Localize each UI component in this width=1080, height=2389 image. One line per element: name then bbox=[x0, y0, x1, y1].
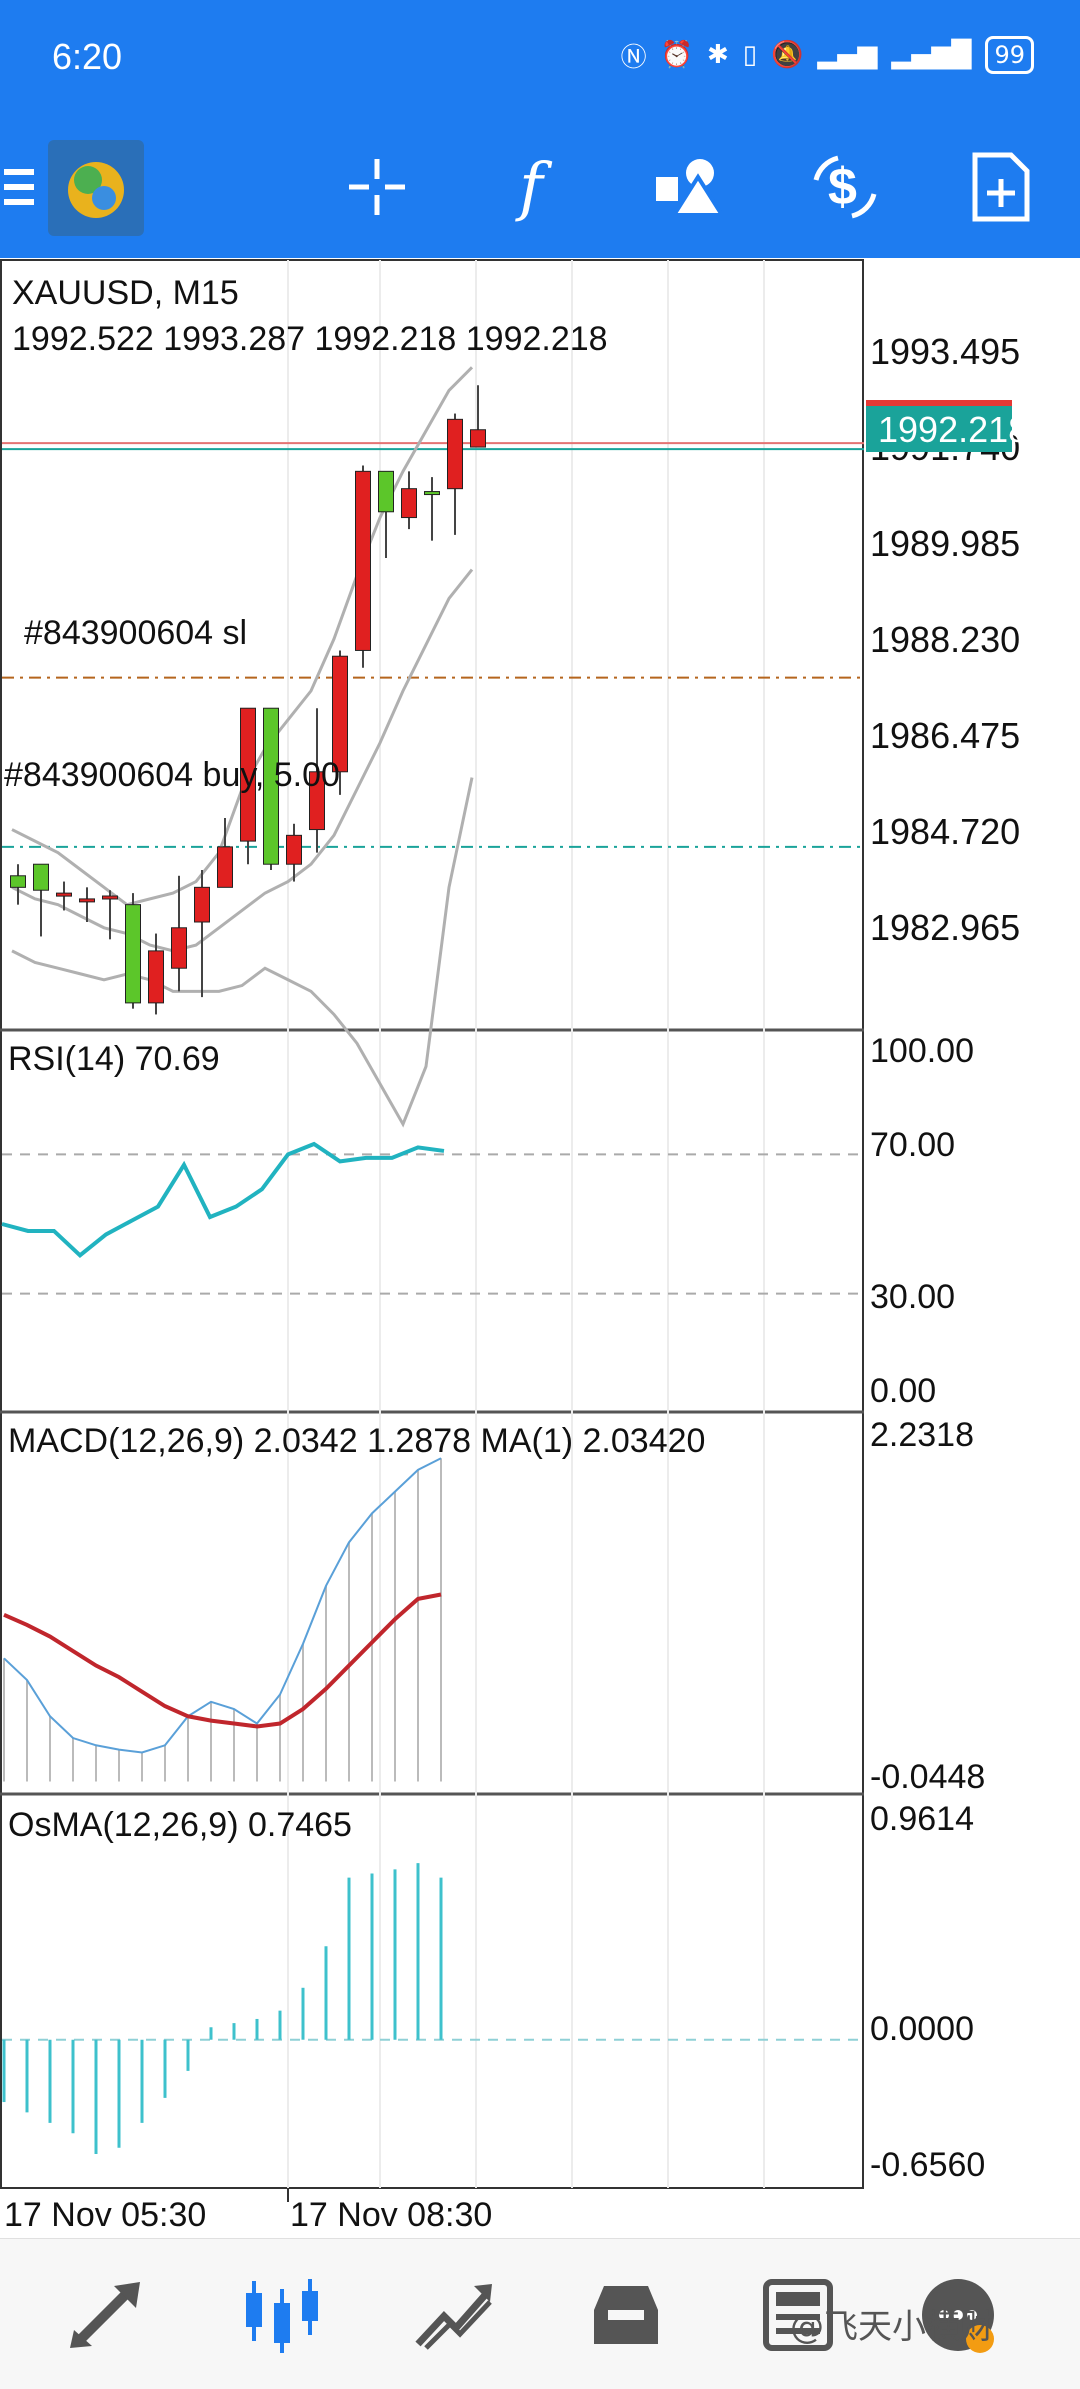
objects-icon[interactable] bbox=[644, 142, 734, 232]
candle-body bbox=[470, 429, 486, 448]
band-lower-line bbox=[11, 777, 474, 1128]
sl-label[interactable]: #843900604 sl bbox=[24, 614, 247, 652]
5g-signal-icon: ▂▄▆█ bbox=[891, 40, 972, 70]
candle-body bbox=[286, 834, 302, 865]
price-tick: 1984.720 bbox=[870, 811, 1020, 852]
osma-pane bbox=[2, 1863, 864, 2154]
alarm-icon: ⏰ bbox=[660, 40, 693, 70]
osma-tick: 0.0000 bbox=[870, 2010, 974, 2048]
osma-axis: 0.9614 0.0000 -0.6560 bbox=[870, 1800, 985, 2184]
osma-tick: -0.6560 bbox=[870, 2146, 985, 2184]
indicators-icon[interactable]: f bbox=[519, 150, 543, 224]
bluetooth-icon: ✱ bbox=[706, 40, 729, 70]
macd-signal-line bbox=[3, 1592, 442, 1729]
price-pane bbox=[2, 366, 864, 1128]
candle-body bbox=[332, 655, 348, 773]
quotes-icon[interactable] bbox=[62, 2267, 158, 2363]
chart-frame bbox=[0, 259, 864, 2189]
price-tick: 1989.985 bbox=[870, 523, 1020, 564]
candle-body bbox=[79, 898, 95, 903]
rsi-tick: 70.00 bbox=[870, 1126, 955, 1164]
svg-text:$: $ bbox=[828, 158, 857, 216]
macd-tick: -0.0448 bbox=[870, 1758, 985, 1796]
status-icons: Ⓝ ⏰ ✱ ▯ 🔕 ▂▄▆ ▂▄▆█ 99 bbox=[621, 36, 1034, 74]
app-logo bbox=[48, 140, 144, 236]
ohlc-header: 1992.522 1993.287 1992.218 1992.218 bbox=[12, 320, 608, 358]
candle-body bbox=[217, 846, 233, 888]
candle-body bbox=[309, 771, 325, 831]
candle-body bbox=[263, 707, 279, 865]
new-order-icon[interactable] bbox=[956, 142, 1046, 232]
candle-body bbox=[102, 895, 118, 900]
price-tick: 1988.230 bbox=[870, 619, 1020, 660]
rsi-tick: 100.00 bbox=[870, 1032, 974, 1070]
bottom-navigation: @飞天小横财 bbox=[0, 2238, 1080, 2389]
watermark-text: @飞天小横财 bbox=[790, 2307, 994, 2347]
candle-body bbox=[194, 886, 210, 923]
status-time: 6:20 bbox=[52, 36, 123, 77]
vibrate-icon: ▯ bbox=[742, 40, 758, 70]
osma-title: OsMA(12,26,9) 0.7465 bbox=[8, 1806, 352, 1844]
candle-body bbox=[33, 863, 49, 891]
time-label: 17 Nov 08:30 bbox=[290, 2196, 492, 2234]
grid-lines bbox=[287, 260, 765, 2188]
price-tick: 1993.495 bbox=[870, 331, 1020, 372]
candle-body bbox=[125, 904, 141, 1004]
battery-icon: 99 bbox=[985, 36, 1034, 74]
rsi-tick: 0.00 bbox=[870, 1372, 936, 1410]
candle-body bbox=[424, 491, 440, 496]
osma-tick: 0.9614 bbox=[870, 1800, 974, 1838]
candle-body bbox=[56, 892, 72, 897]
price-tick: 1986.475 bbox=[870, 715, 1020, 756]
price-tick: 1982.965 bbox=[870, 907, 1020, 948]
nfc-icon: Ⓝ bbox=[620, 42, 647, 73]
trade-nav-icon[interactable] bbox=[406, 2267, 502, 2363]
rsi-pane bbox=[1, 1141, 864, 1295]
macd-pane bbox=[3, 1457, 442, 1782]
mute-icon: 🔕 bbox=[771, 40, 804, 70]
status-bar: 6:20 Ⓝ ⏰ ✱ ▯ 🔕 ▂▄▆ ▂▄▆█ 99 bbox=[0, 0, 1080, 118]
chart-area[interactable]: XAUUSD, M15 1992.522 1993.287 1992.218 1… bbox=[0, 258, 1080, 2238]
rsi-axis: 100.00 70.00 30.00 0.00 bbox=[870, 1032, 974, 1410]
candle-body bbox=[355, 470, 371, 651]
macd-main-line bbox=[3, 1457, 442, 1754]
candle-body bbox=[10, 875, 26, 888]
chart-toolbar: f $ bbox=[0, 118, 1080, 258]
chart-canvas[interactable]: XAUUSD, M15 1992.522 1993.287 1992.218 1… bbox=[0, 258, 1080, 2238]
buy-label[interactable]: #843900604 buy, 5.00 bbox=[4, 756, 340, 794]
4g-signal-icon: ▂▄▆ bbox=[817, 40, 878, 70]
rsi-tick: 30.00 bbox=[870, 1278, 955, 1316]
messages-icon[interactable] bbox=[910, 2267, 1006, 2363]
current-price-label: 1992.218 bbox=[878, 409, 1028, 450]
candle-body bbox=[148, 950, 164, 1004]
macd-tick: 2.2318 bbox=[870, 1416, 974, 1454]
band-middle-line bbox=[11, 568, 474, 953]
time-label: 17 Nov 05:30 bbox=[4, 2196, 206, 2234]
candle-body bbox=[401, 488, 417, 519]
chart-icon[interactable] bbox=[234, 2267, 330, 2363]
macd-title: MACD(12,26,9) 2.0342 1.2878 MA(1) 2.0342… bbox=[8, 1422, 705, 1460]
news-icon[interactable] bbox=[748, 2267, 844, 2363]
current-price-tag bbox=[866, 406, 1012, 452]
rsi-line bbox=[1, 1141, 445, 1258]
history-icon[interactable] bbox=[578, 2267, 674, 2363]
trade-icon[interactable]: $ bbox=[800, 142, 890, 232]
rsi-title: RSI(14) 70.69 bbox=[8, 1040, 220, 1078]
ask-line-tag bbox=[866, 400, 1012, 406]
symbol-title: XAUUSD, M15 bbox=[12, 274, 239, 312]
macd-axis: 2.2318 -0.0448 bbox=[870, 1416, 985, 1796]
candle-body bbox=[240, 707, 256, 842]
menu-icon[interactable] bbox=[0, 142, 40, 232]
candle-body bbox=[171, 927, 187, 969]
candle-body bbox=[447, 418, 463, 490]
candle-body bbox=[378, 470, 394, 513]
crosshair-icon[interactable] bbox=[332, 142, 422, 232]
